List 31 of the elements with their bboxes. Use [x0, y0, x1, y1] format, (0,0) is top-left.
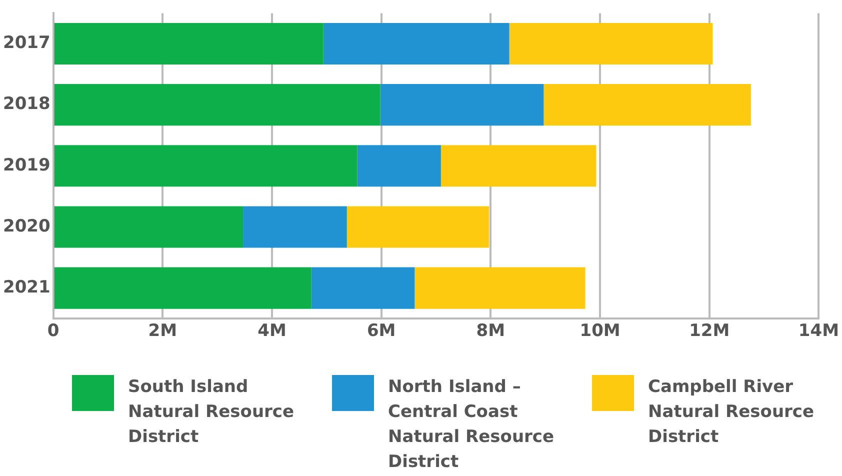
- bar: [54, 206, 244, 248]
- y-tick-label: 2019: [2, 155, 50, 176]
- bar: [357, 145, 441, 187]
- x-tick-label: 12M: [689, 321, 730, 342]
- bar: [311, 267, 415, 309]
- x-tick-label: 6M: [366, 321, 396, 342]
- x-tick-label: 10M: [580, 321, 620, 342]
- bar: [323, 22, 510, 65]
- bar: [54, 84, 380, 126]
- legend-label: South Island Natural Resource District: [128, 376, 296, 449]
- bar: [54, 22, 324, 65]
- bar: [509, 22, 713, 65]
- bar: [243, 206, 347, 248]
- bar: [414, 267, 586, 309]
- y-tick-label: 2020: [2, 216, 50, 236]
- bar: [54, 145, 358, 187]
- bar: [544, 84, 751, 126]
- x-tick-label: 4M: [258, 321, 286, 342]
- x-tick-label: 8M: [476, 321, 506, 342]
- x-tick-label: 14M: [798, 321, 839, 342]
- x-tick-label: 2M: [148, 321, 178, 342]
- bar: [54, 267, 312, 309]
- bar: [440, 145, 596, 187]
- y-tick-label: 2017: [2, 33, 50, 54]
- x-tick-label: 0: [47, 321, 60, 342]
- bar: [380, 84, 544, 126]
- y-tick-label: 2021: [2, 277, 50, 298]
- y-tick-label: 2018: [2, 94, 50, 114]
- legend-label: Campbell River Natural Resource District: [648, 376, 816, 449]
- legend-label: North Island – Central Coast Natural Resource District: [388, 376, 556, 474]
- bar: [346, 206, 490, 248]
